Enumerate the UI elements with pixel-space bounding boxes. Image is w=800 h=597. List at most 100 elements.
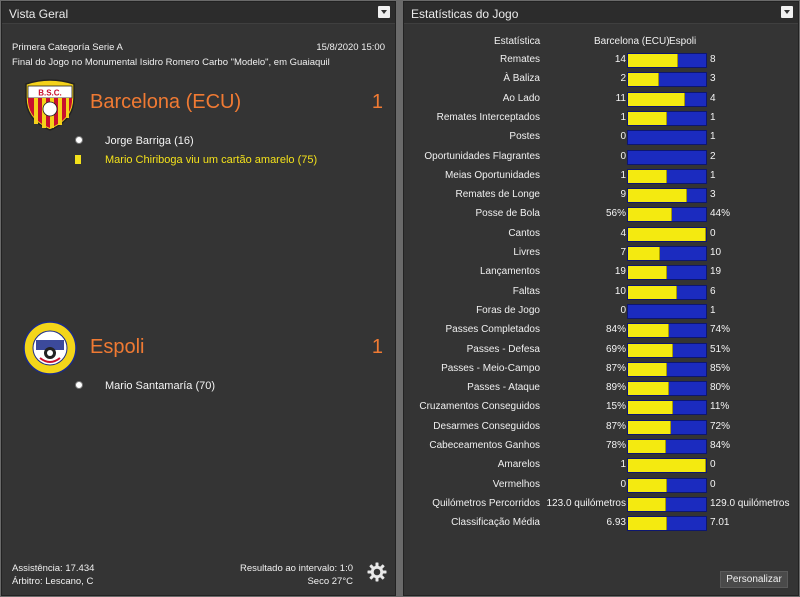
stat-home-value: 7 <box>620 247 626 258</box>
stat-row: Remates Interceptados 1 1 <box>404 109 800 128</box>
stat-row: Postes 0 1 <box>404 128 800 147</box>
barcelona-crest-icon[interactable]: B.S.C. <box>20 76 80 132</box>
away-team-name[interactable]: Espoli <box>90 336 145 358</box>
stat-away-value: 129.0 quilómetros <box>710 497 790 509</box>
customize-button[interactable]: Personalizar <box>720 571 788 588</box>
stat-comparison-bar <box>627 188 707 204</box>
stat-comparison-bar <box>627 110 707 126</box>
stat-comparison-bar <box>627 207 707 223</box>
stat-row: Cruzamentos Conseguidos 15% 11% <box>404 398 800 417</box>
stat-label: Desarmes Conseguidos <box>433 420 540 432</box>
stat-row: Desarmes Conseguidos 87% 72% <box>404 418 800 437</box>
stat-row: Passes - Meio-Campo 87% 85% <box>404 360 800 379</box>
stat-home-value: 6.93 <box>606 517 626 529</box>
stat-comparison-bar <box>627 130 707 146</box>
stat-home-bar-fill <box>628 324 669 338</box>
referee-text[interactable]: Árbitro: Lescano, C <box>12 576 94 587</box>
stat-label: À Baliza <box>503 73 540 85</box>
stat-label: Passes - Meio-Campo <box>441 362 540 374</box>
stat-away-value: 1 <box>710 304 716 316</box>
stat-home-bar-fill <box>628 343 673 357</box>
stat-row: Livres 7 10 <box>404 244 800 263</box>
stat-comparison-bar <box>627 458 707 474</box>
stat-comparison-bar <box>627 496 707 512</box>
stat-label: Ao Lado <box>502 92 540 104</box>
stat-home-bar-fill <box>628 92 685 106</box>
stat-home-value: 69% <box>605 343 626 355</box>
stat-comparison-bar <box>627 516 707 532</box>
espoli-crest-icon[interactable] <box>22 320 78 376</box>
stat-home-value: 11 <box>615 92 626 104</box>
stat-label: Oportunidades Flagrantes <box>424 150 540 162</box>
stat-comparison-bar <box>627 303 707 319</box>
stat-away-value: 0 <box>710 227 716 239</box>
stat-row: Oportunidades Flagrantes 0 2 <box>404 148 800 167</box>
stat-label: Foras de Jogo <box>476 304 540 316</box>
stat-away-value: 0 <box>710 478 716 490</box>
stat-comparison-bar <box>627 53 707 68</box>
competition-name[interactable]: Primera Categoría Serie A <box>12 42 123 53</box>
stat-away-value: 84% <box>710 440 731 451</box>
stat-away-value: 8 <box>710 54 716 65</box>
venue-text: Final do Jogo no Monumental Isidro Romer… <box>12 57 330 68</box>
stat-label: Cabeceamentos Ganhos <box>429 440 540 451</box>
goal-scorer-text[interactable]: Jorge Barriga (16) <box>105 135 194 147</box>
stat-row: Lançamentos 19 19 <box>404 263 800 282</box>
stat-home-value: 0 <box>620 150 626 162</box>
away-team-score: 1 <box>371 336 383 358</box>
stat-away-value: 7.01 <box>710 517 730 529</box>
stat-label: Passes - Defesa <box>466 343 540 355</box>
overview-panel: Vista Geral Primera Categoría Serie A 15… <box>1 1 396 596</box>
stat-away-value: 80% <box>710 382 731 394</box>
stat-away-value: 3 <box>710 189 716 201</box>
match-datetime: 15/8/2020 15:00 <box>316 42 385 53</box>
stat-label: Lançamentos <box>479 266 540 278</box>
stat-home-value: 1 <box>620 111 626 123</box>
stat-home-value: 78% <box>605 440 626 451</box>
stat-row: Ao Lado 11 4 <box>404 90 800 109</box>
stat-home-value: 9 <box>620 189 626 201</box>
stat-label: Quilómetros Percorridos <box>432 497 540 509</box>
goal-scorer-text[interactable]: Mario Santamaría (70) <box>105 380 216 392</box>
stats-collapse-button[interactable] <box>781 6 793 18</box>
stat-home-value: 14 <box>614 54 626 65</box>
stat-comparison-bar <box>627 439 707 454</box>
stat-home-value: 0 <box>620 478 626 490</box>
stat-row: Cantos 4 0 <box>404 225 800 244</box>
stat-home-bar-fill <box>628 440 666 453</box>
stat-home-bar-fill <box>628 169 667 183</box>
stat-comparison-bar <box>627 477 707 493</box>
stat-row: Faltas 10 6 <box>404 283 800 302</box>
stat-label: Meias Oportunidades <box>444 169 540 181</box>
stat-home-bar-fill <box>628 227 706 241</box>
stat-comparison-bar <box>627 265 707 281</box>
stat-row: Cabeceamentos Ganhos 78% 84% <box>404 437 800 456</box>
stat-home-bar-fill <box>628 73 659 87</box>
stat-row: Amarelos 1 0 <box>404 456 800 475</box>
stat-label: Posse de Bola <box>475 208 541 220</box>
stat-label: Cruzamentos Conseguidos <box>419 401 540 413</box>
stat-row: Meias Oportunidades 1 1 <box>404 167 800 186</box>
card-event-text[interactable]: Mario Chiriboga viu um cartão amarelo (7… <box>105 154 318 166</box>
stat-away-value: 19 <box>710 266 722 278</box>
stat-home-bar-fill <box>628 208 672 222</box>
stat-row: À Baliza 2 3 <box>404 70 800 89</box>
stat-away-value: 10 <box>710 247 722 258</box>
stat-label: Classificação Média <box>451 517 540 529</box>
stat-comparison-bar <box>627 323 707 339</box>
stat-home-value: 123.0 quilómetros <box>546 497 627 509</box>
stat-home-bar-fill <box>628 362 667 376</box>
goal-ball-icon <box>75 381 83 389</box>
attendance-text: Assistência: 17.434 <box>12 563 95 574</box>
stat-row: Remates de Longe 9 3 <box>404 186 800 205</box>
gear-icon[interactable] <box>367 562 387 582</box>
stat-home-value: 1 <box>620 169 626 181</box>
stat-row: Foras de Jogo 0 1 <box>404 302 800 321</box>
stat-comparison-bar <box>627 246 707 261</box>
overview-collapse-button[interactable] <box>378 6 390 18</box>
stat-row: Vermelhos 0 0 <box>404 476 800 495</box>
home-team-name[interactable]: Barcelona (ECU) <box>90 91 242 113</box>
stat-away-value: 44% <box>710 208 731 220</box>
svg-text:B.S.C.: B.S.C. <box>38 89 62 98</box>
home-team-score: 1 <box>371 91 383 113</box>
